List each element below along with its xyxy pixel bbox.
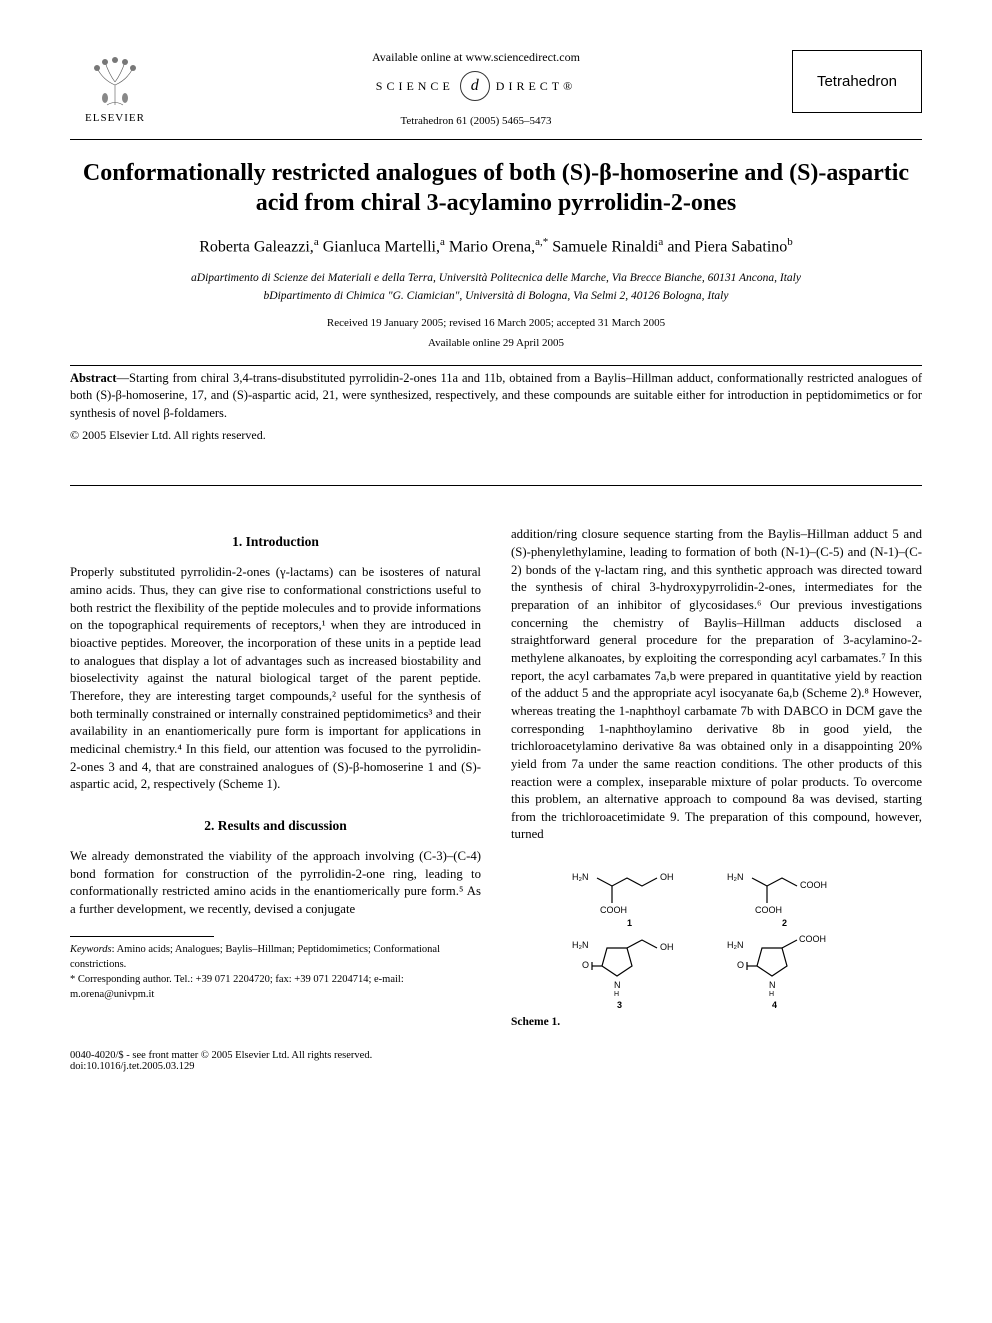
available-online-date: Available online 29 April 2005 xyxy=(70,337,922,349)
affiliations: aDipartimento di Scienze dei Materiali e… xyxy=(70,270,922,305)
svg-text:OH: OH xyxy=(660,942,674,952)
svg-text:COOH: COOH xyxy=(600,905,627,915)
article-title: Conformationally restricted analogues of… xyxy=(70,158,922,218)
sd-at-icon: d xyxy=(460,71,490,101)
abstract-bottom-rule xyxy=(70,485,922,486)
right-column: addition/ring closure sequence starting … xyxy=(511,526,922,1028)
scheme-1-svg: H₂N OH COOH 1 H₂N COOH COOH 2 xyxy=(552,858,882,1008)
scheme-1-label: Scheme 1. xyxy=(511,1016,922,1028)
publisher-name: ELSEVIER xyxy=(85,112,145,124)
header-center: Available online at www.sciencedirect.co… xyxy=(160,50,792,127)
journal-reference: Tetrahedron 61 (2005) 5465–5473 xyxy=(160,115,792,127)
svg-text:OH: OH xyxy=(660,872,674,882)
abstract: Abstract—Starting from chiral 3,4-trans-… xyxy=(70,370,922,423)
doi: doi:10.1016/j.tet.2005.03.129 xyxy=(70,1061,372,1072)
svg-text:4: 4 xyxy=(772,1000,777,1008)
svg-text:H₂N: H₂N xyxy=(572,940,589,950)
publisher-logo-block: ELSEVIER xyxy=(70,50,160,124)
available-online-text: Available online at www.sciencedirect.co… xyxy=(160,50,792,65)
svg-text:H₂N: H₂N xyxy=(727,872,744,882)
page-header: ELSEVIER Available online at www.science… xyxy=(70,50,922,127)
footnote-rule xyxy=(70,936,214,937)
left-column: 1. Introduction Properly substituted pyr… xyxy=(70,526,481,1028)
sciencedirect-logo: SCIENCE d DIRECT® xyxy=(376,71,576,101)
svg-text:1: 1 xyxy=(627,918,632,928)
svg-text:2: 2 xyxy=(782,918,787,928)
svg-text:O: O xyxy=(582,960,589,970)
footer-line: 0040-4020/$ - see front matter © 2005 El… xyxy=(70,1050,922,1072)
keywords-text: : Amino acids; Analogues; Baylis–Hillman… xyxy=(70,944,440,970)
front-matter: 0040-4020/$ - see front matter © 2005 El… xyxy=(70,1050,372,1061)
svg-text:COOH: COOH xyxy=(755,905,782,915)
manuscript-dates: Received 19 January 2005; revised 16 Mar… xyxy=(70,317,922,329)
keywords-label: Keywords xyxy=(70,944,112,955)
author-list: Roberta Galeazzi,a Gianluca Martelli,a M… xyxy=(70,236,922,256)
scheme-1-figure: H₂N OH COOH 1 H₂N COOH COOH 2 xyxy=(511,858,922,1028)
svg-text:O: O xyxy=(737,960,744,970)
corresponding-author: * Corresponding author. Tel.: +39 071 22… xyxy=(70,973,481,1002)
two-column-body: 1. Introduction Properly substituted pyr… xyxy=(70,526,922,1028)
svg-text:N: N xyxy=(769,980,776,990)
svg-text:H: H xyxy=(769,991,774,998)
abstract-body: —Starting from chiral 3,4-trans-disubsti… xyxy=(70,371,922,420)
elsevier-tree-icon xyxy=(85,50,145,110)
journal-name-box: Tetrahedron xyxy=(792,50,922,113)
header-rule xyxy=(70,139,922,140)
section-heading-results: 2. Results and discussion xyxy=(70,818,481,834)
sd-left: SCIENCE xyxy=(376,79,454,94)
footnotes: Keywords: Amino acids; Analogues; Baylis… xyxy=(70,943,481,1002)
results-paragraph-1: We already demonstrated the viability of… xyxy=(70,848,481,919)
svg-text:H₂N: H₂N xyxy=(572,872,589,882)
abstract-label: Abstract xyxy=(70,371,117,385)
svg-text:H₂N: H₂N xyxy=(727,940,744,950)
svg-text:N: N xyxy=(614,980,621,990)
results-paragraph-2: addition/ring closure sequence starting … xyxy=(511,526,922,844)
affiliation-b: bDipartimento di Chimica "G. Ciamician",… xyxy=(70,288,922,305)
svg-text:COOH: COOH xyxy=(799,934,826,944)
intro-paragraph: Properly substituted pyrrolidin-2-ones (… xyxy=(70,564,481,794)
svg-text:COOH: COOH xyxy=(800,880,827,890)
abstract-top-rule xyxy=(70,365,922,366)
svg-text:3: 3 xyxy=(617,1000,622,1008)
svg-text:H: H xyxy=(614,991,619,998)
section-heading-intro: 1. Introduction xyxy=(70,534,481,550)
affiliation-a: aDipartimento di Scienze dei Materiali e… xyxy=(70,270,922,287)
sd-right: DIRECT® xyxy=(496,79,576,94)
copyright-line: © 2005 Elsevier Ltd. All rights reserved… xyxy=(70,428,922,443)
footer-block: 0040-4020/$ - see front matter © 2005 El… xyxy=(70,1050,372,1072)
keywords-line: Keywords: Amino acids; Analogues; Baylis… xyxy=(70,943,481,972)
